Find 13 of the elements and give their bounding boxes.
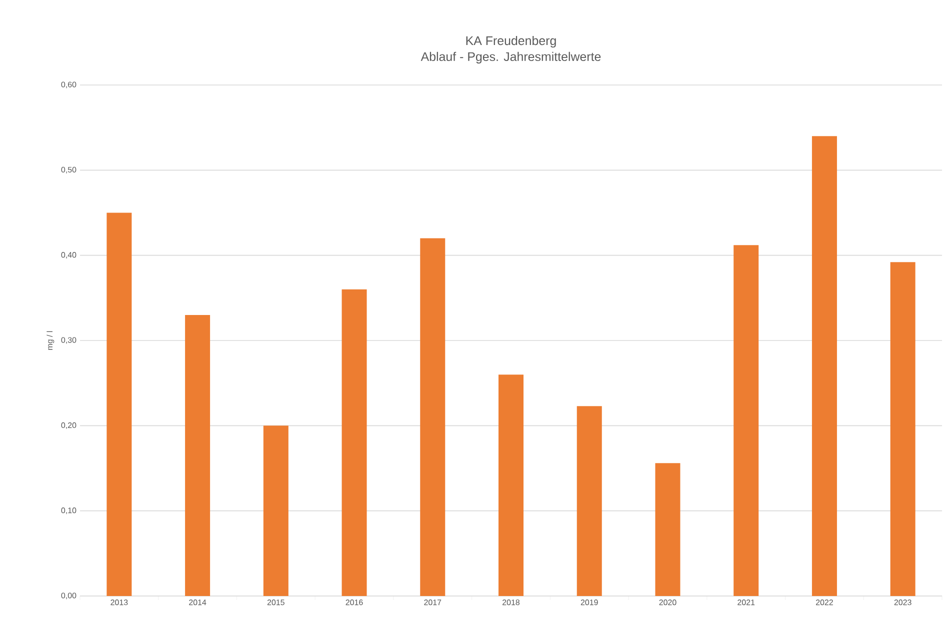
bar (263, 426, 288, 596)
bar (576, 406, 602, 596)
chart-subtitle: Ablauf - Pges. Jahresmittelwerte (420, 52, 601, 64)
bar (734, 245, 759, 596)
bar (812, 136, 837, 596)
bar (420, 238, 446, 596)
chart-title: KA Freudenberg (466, 36, 556, 48)
bar (106, 212, 132, 596)
bar (185, 314, 210, 596)
bar (342, 289, 367, 596)
bar (655, 463, 680, 596)
bar (498, 374, 524, 596)
bar (890, 262, 916, 596)
